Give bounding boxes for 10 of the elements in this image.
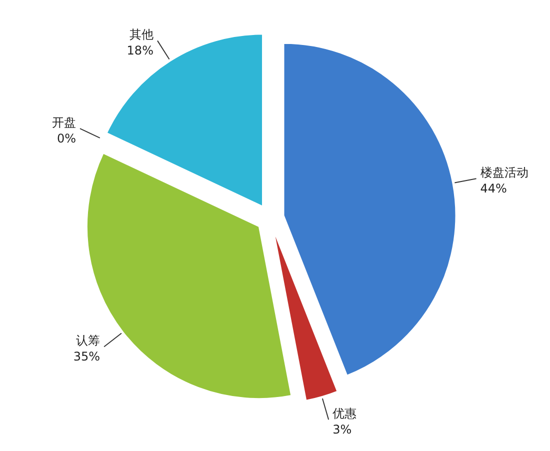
slice-label: 其他 — [129, 28, 154, 42]
data-label: 18% — [126, 44, 154, 58]
category-label: 开盘 — [52, 116, 76, 130]
data-label: 3% — [332, 422, 352, 437]
data-label: 35% — [73, 350, 100, 364]
slice-label: 楼盘活动 — [480, 166, 528, 180]
slice-label: 认筹 — [76, 334, 100, 348]
text: 0% — [56, 132, 76, 146]
data-label: 44% — [480, 182, 507, 196]
slice-label: 优惠 — [332, 406, 357, 421]
